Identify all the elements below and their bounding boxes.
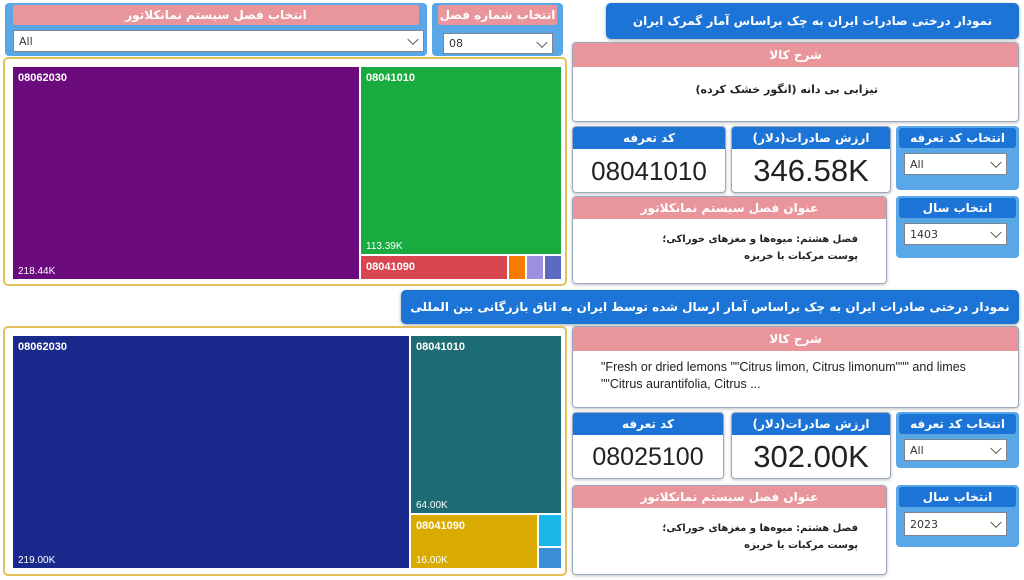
bottom-tariff-code-value: 08025100 bbox=[592, 443, 704, 471]
bottom-goods-desc-label: شرح کالا bbox=[573, 327, 1018, 351]
top-chapter-title-label: عنوان فصل سیستم نمانکلاتور bbox=[573, 197, 886, 219]
bottom-title: نمودار درختی صادرات ایران به چک براساس آ… bbox=[410, 300, 1010, 314]
top-export-value-label: ارزش صادرات(دلار) bbox=[732, 127, 890, 149]
top-year-slicer-label: انتخاب سال bbox=[899, 198, 1016, 218]
bottom-goods-desc-card: شرح کالا "Fresh or dried lemons ""Citrus… bbox=[572, 326, 1019, 408]
treemap-tile-code: 08041090 bbox=[366, 261, 415, 273]
treemap-tile-08041010[interactable]: 08041010 64.00K bbox=[410, 335, 562, 514]
bottom-treemap-area: 08062030 219.00K 08041010 64.00K 08041090 16.… bbox=[12, 335, 562, 569]
top-chapter-title-value: فصل هشتم: میوه‌ها و مغزهای خوراکی؛ پوست … bbox=[662, 234, 858, 262]
top-year-dropdown[interactable]: 1403 bbox=[904, 223, 1007, 245]
treemap-tile-08041010[interactable]: 08041010 113.39K bbox=[360, 66, 562, 255]
chapter-slicer: انتخاب شماره فصل 08 bbox=[432, 3, 563, 56]
bottom-tariff-dropdown-value: All bbox=[910, 443, 924, 457]
bottom-year-slicer: انتخاب سال 2023 bbox=[896, 485, 1019, 547]
bottom-chapter-title-label: عنوان فصل سیستم نمانکلاتور bbox=[573, 486, 886, 508]
top-chapter-title-card: عنوان فصل سیستم نمانکلاتور فصل هشتم: میو… bbox=[572, 196, 887, 284]
top-treemap-area: 08062030 218.44K 08041010 113.39K 08041090 bbox=[12, 66, 562, 280]
top-goods-desc-card: شرح کالا تیزابی بی دانه (انگور خشک کرده) bbox=[572, 42, 1019, 122]
treemap-tile-small[interactable] bbox=[544, 255, 562, 280]
top-year-dropdown-value: 1403 bbox=[910, 227, 938, 241]
top-year-slicer: انتخاب سال 1403 bbox=[896, 196, 1019, 258]
top-tariff-dropdown-value: All bbox=[910, 157, 924, 171]
bottom-treemap: 08062030 219.00K 08041010 64.00K 08041090 16.… bbox=[3, 326, 567, 576]
chevron-down-icon bbox=[536, 36, 548, 48]
treemap-tile-code: 08062030 bbox=[18, 72, 67, 84]
treemap-tile-small[interactable] bbox=[508, 255, 526, 280]
nomenclature-slicer: انتخاب فصل سیستم نمانکلاتور All bbox=[5, 3, 427, 56]
treemap-tile-code: 08041010 bbox=[416, 341, 465, 353]
bottom-export-value-label: ارزش صادرات(دلار) bbox=[732, 413, 890, 435]
treemap-tile-code: 08041010 bbox=[366, 72, 415, 84]
nomenclature-dropdown[interactable]: All bbox=[13, 30, 424, 52]
top-goods-desc-label: شرح کالا bbox=[573, 43, 1018, 67]
top-title-bar: نمودار درختی صادرات ایران به چک براساس آ… bbox=[606, 3, 1019, 39]
top-export-value-value: 346.58K bbox=[753, 153, 869, 188]
top-tariff-slicer-label: انتخاب کد تعرفه bbox=[899, 128, 1016, 148]
top-export-value-card: ارزش صادرات(دلار) 346.58K bbox=[731, 126, 891, 193]
bottom-export-value-value: 302.00K bbox=[753, 439, 869, 474]
treemap-tile-small[interactable] bbox=[526, 255, 544, 280]
chevron-down-icon bbox=[407, 33, 419, 46]
top-tariff-code-card: کد تعرفه 08041010 bbox=[572, 126, 726, 193]
bottom-tariff-slicer: انتخاب کد تعرفه All bbox=[896, 412, 1019, 468]
treemap-tile-small[interactable] bbox=[538, 514, 562, 547]
bottom-tariff-slicer-label: انتخاب کد تعرفه bbox=[899, 414, 1016, 434]
treemap-tile-08041090[interactable]: 08041090 bbox=[360, 255, 508, 280]
treemap-tile-small[interactable] bbox=[538, 547, 562, 569]
treemap-tile-value: 16.00K bbox=[416, 555, 448, 566]
treemap-tile-08062030[interactable]: 08062030 218.44K bbox=[12, 66, 360, 280]
bottom-year-slicer-label: انتخاب سال bbox=[899, 487, 1016, 507]
treemap-tile-code: 08041090 bbox=[416, 520, 465, 532]
top-treemap: 08062030 218.44K 08041010 113.39K 08041090 bbox=[3, 57, 567, 286]
bottom-goods-desc-value: "Fresh or dried lemons ""Citrus limon, C… bbox=[601, 360, 966, 391]
top-tariff-code-value: 08041010 bbox=[591, 156, 707, 186]
treemap-tile-value: 219.00K bbox=[18, 555, 56, 566]
bottom-tariff-dropdown[interactable]: All bbox=[904, 439, 1007, 461]
top-tariff-dropdown[interactable]: All bbox=[904, 153, 1007, 175]
top-tariff-code-label: کد تعرفه bbox=[573, 127, 725, 149]
treemap-tile-value: 218.44K bbox=[18, 266, 56, 277]
treemap-tile-08041090[interactable]: 08041090 16.00K bbox=[410, 514, 538, 569]
bottom-year-dropdown-value: 2023 bbox=[910, 517, 938, 531]
chapter-dropdown-value: 08 bbox=[449, 37, 463, 50]
treemap-tile-code: 08062030 bbox=[18, 341, 67, 353]
bottom-chapter-title-value: فصل هشتم: میوه‌ها و مغزهای خوراکی؛ پوست … bbox=[662, 523, 858, 551]
chevron-down-icon bbox=[990, 156, 1002, 169]
treemap-tile-08062030[interactable]: 08062030 219.00K bbox=[12, 335, 410, 569]
chevron-down-icon bbox=[990, 516, 1002, 529]
chevron-down-icon bbox=[990, 226, 1002, 239]
bottom-chapter-title-card: عنوان فصل سیستم نمانکلاتور فصل هشتم: میو… bbox=[572, 485, 887, 575]
bottom-export-value-card: ارزش صادرات(دلار) 302.00K bbox=[731, 412, 891, 479]
bottom-tariff-code-label: کد تعرفه bbox=[573, 413, 723, 435]
bottom-tariff-code-card: کد تعرفه 08025100 bbox=[572, 412, 724, 479]
treemap-tile-value: 113.39K bbox=[366, 241, 403, 252]
top-title: نمودار درختی صادرات ایران به چک براساس آ… bbox=[632, 14, 993, 28]
chevron-down-icon bbox=[990, 442, 1002, 455]
nomenclature-dropdown-value: All bbox=[19, 34, 33, 48]
top-tariff-slicer: انتخاب کد تعرفه All bbox=[896, 126, 1019, 190]
nomenclature-slicer-label: انتخاب فصل سیستم نمانکلاتور bbox=[13, 5, 419, 25]
bottom-title-bar: نمودار درختی صادرات ایران به چک براساس آ… bbox=[401, 290, 1019, 324]
chapter-slicer-label: انتخاب شماره فصل bbox=[438, 5, 557, 25]
top-goods-desc-value: تیزابی بی دانه (انگور خشک کرده) bbox=[695, 83, 878, 96]
bottom-year-dropdown[interactable]: 2023 bbox=[904, 512, 1007, 536]
chapter-dropdown[interactable]: 08 bbox=[443, 33, 553, 54]
treemap-tile-value: 64.00K bbox=[416, 500, 448, 511]
